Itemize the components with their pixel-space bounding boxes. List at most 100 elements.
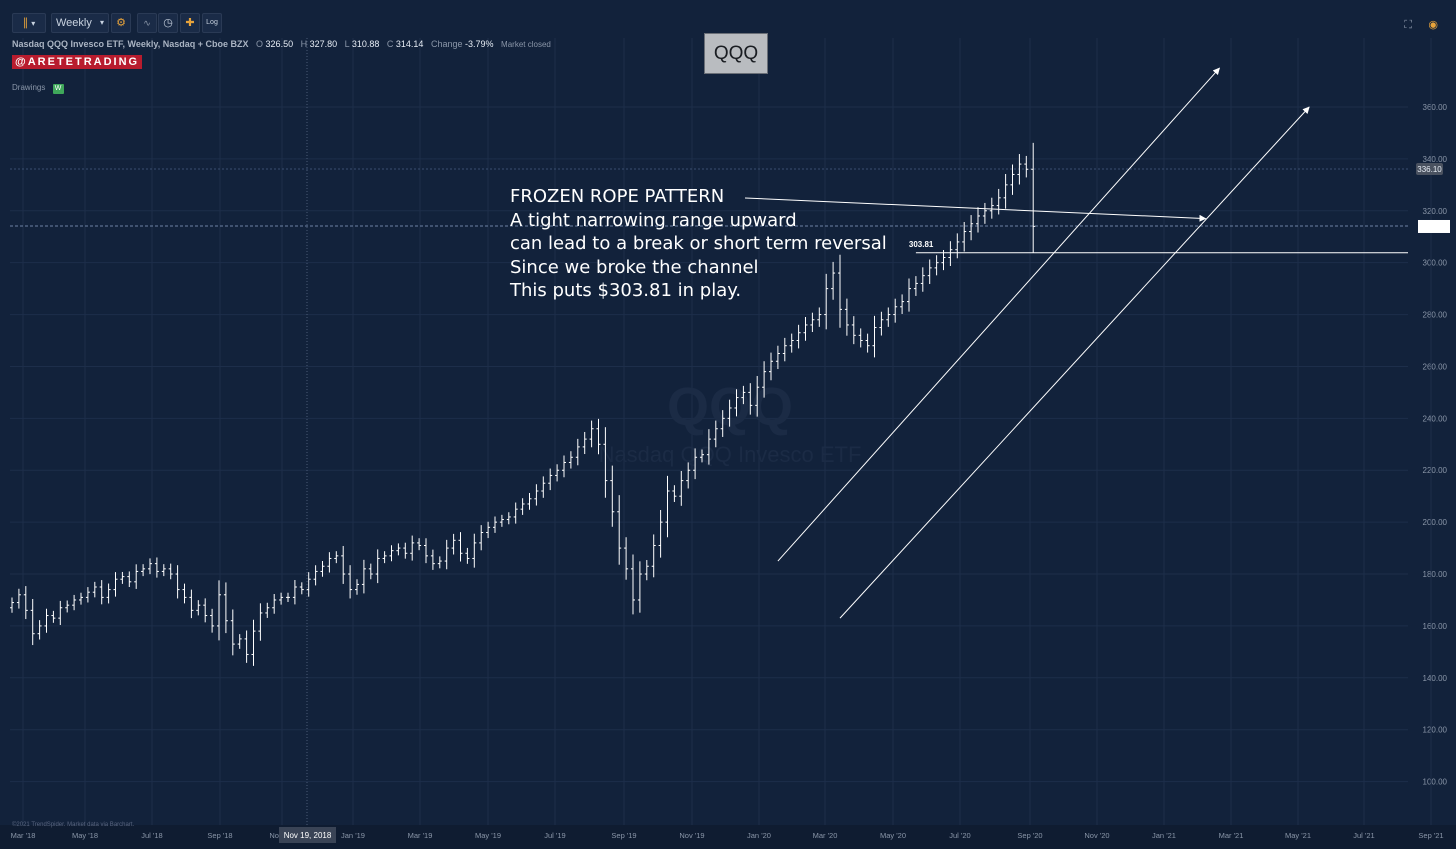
ohlc-bar [210,608,215,633]
crosshair-button[interactable]: ✚ [180,13,200,33]
fullscreen-icon[interactable]: ⛶ [1404,19,1412,31]
ohlc-bar [430,549,435,570]
ohlc-bar [679,470,684,506]
ohlc-bar [258,603,263,641]
indicators-button[interactable]: ∿ [137,13,157,33]
ohlc-bar [741,385,746,405]
ohlc-bar [154,557,159,578]
low-value: 310.88 [351,39,380,49]
ohlc-bar [499,514,504,527]
ohlc-bar [451,533,456,555]
ohlc-bar [85,587,90,603]
ohlc-bar [127,571,132,587]
ohlc-bar [568,451,573,469]
annotation-line: This puts $303.81 in play. [510,280,742,301]
interval-select[interactable]: Weekly ▾ [51,13,109,33]
ohlc-bar [520,498,525,515]
ohlc-bar [596,418,601,455]
footer-credit: ©2021 TrendSpider. Market data via Barch… [12,821,134,828]
ohlc-bar [527,493,532,510]
ohlc-bar [141,564,146,577]
ohlc-bar [486,521,491,539]
ohlc-bar [907,278,911,312]
ohlc-bar [589,420,594,448]
ohlc-bar [161,564,166,577]
replay-button[interactable]: ◷ [158,13,178,33]
ohlc-bar [672,485,677,502]
ohlc-bar [548,468,553,491]
ohlc-bar [513,502,518,524]
annotation-arrow [744,197,1207,222]
brand-badge: @ARETETRADING [12,55,143,69]
ohlc-bar [686,462,691,489]
ohlc-bar [748,383,753,415]
ohlc-bar [368,563,373,580]
ohlc-bar [817,307,822,327]
ohlc-bar [913,276,918,296]
last-price-badge [1416,163,1443,176]
drawings-label: Drawings [12,83,46,92]
ohlc-bar [44,608,49,633]
ohlc-bar [10,597,14,613]
ohlc-bar [506,512,511,525]
x-tick-label: Sep '21 [1418,831,1443,840]
ohlc-bar [251,619,256,666]
channel-upper-line [777,67,1220,562]
ohlc-bar [727,399,732,427]
ohlc-bar [969,215,974,241]
x-tick-label: Sep '19 [611,831,636,840]
y-tick-label: 180.00 [1423,570,1448,579]
annotation-line: FROZEN ROPE PATTERN [510,186,725,207]
ohlc-bar [700,449,704,463]
log-icon: Log [206,19,218,26]
ohlc-bar [113,572,118,597]
ohlc-bar [341,545,346,584]
camera-icon[interactable]: ◉ [1428,19,1438,31]
ohlc-bar [720,410,725,437]
ticker-label-box: QQQ [704,33,768,74]
x-tick-label: May '21 [1285,831,1311,840]
ohlc-bar [410,535,415,561]
x-tick-label: Sep '20 [1017,831,1042,840]
ohlc-bar [865,333,870,353]
ohlc-bar [962,221,967,252]
ohlc-bar [844,298,849,336]
x-tick-label: May '20 [880,831,906,840]
ohlc-bar [1003,174,1008,209]
ohlc-bar [403,542,408,559]
ohlc-bar [755,375,760,417]
ohlc-bar [23,586,28,620]
ohlc-bar [58,600,63,625]
ohlc-bar [106,583,111,604]
ohlc-bar [1010,164,1015,195]
ohlc-bar [693,448,698,480]
drawings-toggle[interactable]: Drawings W [12,83,64,94]
ohlc-bar [631,554,635,615]
ohlc-bar [203,598,208,623]
ohlc-bar [900,294,905,314]
settings-button[interactable]: ⚙ [111,13,131,33]
ohlc-bar [838,254,842,328]
ohlc-bar [879,311,884,336]
ohlc-bar [279,592,284,605]
ohlc-bar [217,580,221,641]
ohlc-bar [272,593,277,614]
ohlc-bar [223,582,228,634]
x-tick-label: May '18 [72,831,98,840]
ohlc-bar [534,484,539,506]
ohlc-bar [444,539,449,570]
ohlc-bar [637,561,642,613]
y-tick-label: 100.00 [1423,778,1448,787]
ohlc-bar [955,233,960,259]
log-button[interactable]: Log [202,13,222,33]
chart-type-button[interactable]: ∥ ▾ [12,13,46,33]
y-tick-label: 240.00 [1423,414,1448,423]
chevron-down-icon: ▾ [31,19,36,28]
ohlc-bar [493,516,497,533]
ohlc-bar [389,545,394,562]
y-tick-label: 320.00 [1423,207,1448,216]
y-tick-label: 360.00 [1423,103,1448,112]
ohlc-bar [541,476,546,498]
ohlc-bar [941,249,946,271]
